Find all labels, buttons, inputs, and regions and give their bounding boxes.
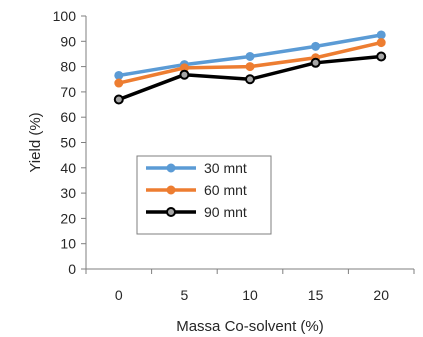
y-tick-label: 90	[60, 33, 76, 49]
legend-label: 60 mnt	[204, 182, 247, 198]
series-30-mnt	[114, 30, 386, 80]
y-tick-label: 100	[53, 8, 77, 24]
series-layer	[113, 30, 387, 105]
x-axis: 0 5 10 15 20	[85, 269, 415, 303]
legend-swatch-marker	[166, 207, 176, 217]
y-tick-label: 20	[60, 210, 76, 226]
legend-label: 90 mnt	[204, 204, 247, 220]
data-point	[245, 62, 255, 72]
y-tick-label: 0	[68, 261, 76, 277]
legend: 30 mnt 60 mnt 90 mnt	[136, 155, 272, 235]
data-point	[179, 69, 190, 80]
data-point	[245, 51, 255, 61]
y-tick-label: 50	[60, 135, 76, 151]
x-tick-label: 5	[181, 287, 189, 303]
y-axis: 0 10 20 30 40 50 60 70 80 90 100	[53, 8, 86, 277]
legend-swatch-marker	[166, 163, 176, 173]
x-axis-title: Massa Co-solvent (%)	[176, 318, 324, 335]
data-point	[376, 38, 386, 48]
data-point	[113, 94, 124, 105]
series-90-mnt	[113, 51, 387, 105]
legend-swatch-marker	[166, 185, 176, 195]
x-tick-label: 0	[115, 287, 123, 303]
y-tick-label: 10	[60, 236, 76, 252]
y-tick-label: 60	[60, 109, 76, 125]
data-point	[376, 30, 386, 40]
y-axis-title: Yield (%)	[27, 112, 44, 172]
legend-label: 30 mnt	[204, 160, 247, 176]
x-tick-label: 10	[242, 287, 258, 303]
data-point	[245, 74, 255, 85]
x-tick-label: 20	[373, 287, 389, 303]
y-tick-label: 30	[60, 185, 76, 201]
data-point	[311, 41, 321, 51]
series-60-mnt	[114, 38, 386, 88]
x-tick-label: 15	[308, 287, 324, 303]
data-point	[376, 51, 387, 62]
data-point	[114, 78, 124, 88]
data-point	[310, 57, 321, 68]
y-tick-label: 40	[60, 160, 76, 176]
y-tick-label: 70	[60, 84, 76, 100]
data-point	[114, 70, 124, 80]
y-tick-label: 80	[60, 59, 76, 75]
